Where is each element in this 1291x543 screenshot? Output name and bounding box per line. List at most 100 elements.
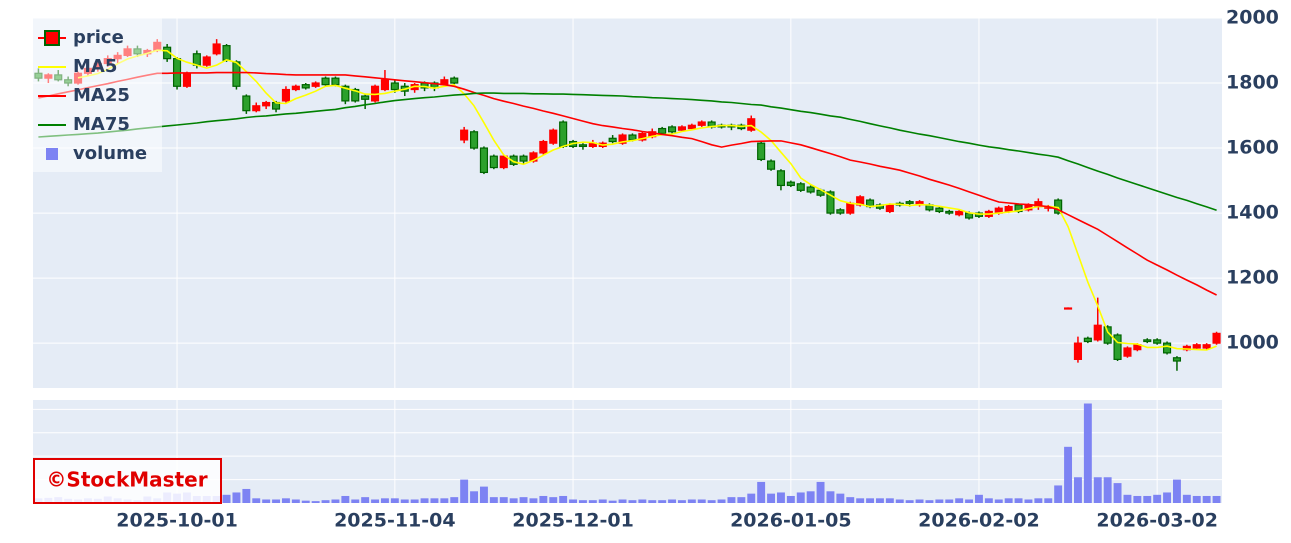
volume-bar	[806, 491, 815, 503]
volume-bar	[1143, 495, 1152, 503]
candle-body	[479, 147, 489, 174]
candle-body	[747, 118, 756, 131]
volume-bar	[509, 498, 518, 503]
volume-bar	[905, 500, 914, 503]
candle-body	[331, 77, 340, 86]
volume-bar	[915, 499, 924, 503]
volume-bar	[262, 499, 271, 503]
volume-bar	[598, 499, 607, 503]
candle-body	[608, 137, 617, 143]
volume-bar	[618, 499, 627, 503]
volume-bar	[866, 498, 875, 503]
volume-bar	[410, 499, 419, 503]
y-tick-label: 2000	[1226, 7, 1279, 29]
x-tick-label: 2026-02-02	[918, 510, 1040, 532]
volume-bar	[608, 500, 617, 503]
volume-bar	[1123, 494, 1132, 503]
volume-bar	[479, 486, 488, 503]
candle-body	[252, 105, 261, 112]
candle-body	[222, 45, 231, 61]
volume-bar	[529, 498, 538, 503]
y-tick-label: 1400	[1226, 202, 1279, 224]
volume-bar	[291, 499, 300, 503]
volume-bar	[925, 500, 934, 503]
volume-bar	[984, 498, 993, 503]
volume-bar	[321, 500, 330, 503]
volume-bar	[747, 493, 756, 503]
volume-bar	[430, 498, 439, 503]
volume-bar	[450, 497, 459, 503]
volume-bar	[994, 499, 1003, 503]
volume-bar	[1004, 498, 1013, 503]
volume-bar	[648, 500, 657, 503]
candle-body	[658, 127, 667, 135]
candle-body	[1202, 344, 1211, 349]
volume-bar	[1103, 477, 1112, 503]
candle-body	[1073, 342, 1083, 360]
candle-body	[549, 129, 558, 144]
volume-bar	[272, 499, 281, 503]
volume-bar	[1113, 483, 1122, 503]
volume-bar	[727, 497, 736, 503]
candle-body	[1093, 324, 1102, 341]
volume-bar	[786, 495, 795, 503]
volume-bar	[1163, 492, 1172, 503]
candle-body	[776, 170, 786, 187]
volume-bar	[776, 492, 785, 503]
volume-bar	[885, 498, 894, 503]
candle-body	[361, 95, 370, 100]
volume-bar	[1202, 495, 1211, 503]
candle-body	[489, 155, 498, 169]
volume-bar	[974, 494, 983, 503]
volume-bar	[1093, 477, 1102, 503]
candle-body	[885, 204, 894, 213]
x-tick-label: 2026-01-05	[730, 510, 852, 532]
price-panel	[33, 18, 1222, 388]
candle-body	[1153, 339, 1162, 344]
candle-body	[618, 134, 627, 144]
x-tick-label: 2026-03-02	[1096, 510, 1218, 532]
volume-bar	[380, 498, 389, 503]
volume-bar	[826, 491, 835, 503]
volume-bar	[578, 500, 587, 503]
candle-body	[1192, 344, 1201, 349]
legend-label: MA5	[73, 56, 117, 77]
candle-body	[846, 202, 855, 214]
candle-body	[786, 181, 795, 187]
volume-bar	[331, 499, 340, 503]
candle-body	[905, 201, 914, 204]
x-tick-label: 2025-11-04	[334, 510, 456, 532]
volume-bar	[757, 481, 766, 503]
volume-bar	[658, 500, 667, 503]
candle-body	[242, 95, 251, 112]
volume-bar	[1054, 485, 1063, 503]
volume-bar	[569, 499, 578, 503]
watermark: ©StockMaster	[46, 468, 207, 492]
candle-body	[499, 155, 508, 169]
volume-bar	[420, 498, 429, 503]
volume-bar	[470, 491, 479, 503]
candle-body	[1172, 357, 1182, 362]
volume-bar	[341, 495, 350, 503]
volume-bar	[1212, 495, 1221, 503]
candle-body	[766, 160, 776, 170]
volume-bar	[836, 493, 845, 503]
candle-body	[341, 85, 350, 102]
volume-bar	[935, 499, 944, 503]
candle-body	[1083, 337, 1092, 343]
volume-bar	[549, 497, 558, 503]
volume-bar	[351, 499, 360, 503]
candle-body	[628, 134, 637, 141]
volume-bar	[767, 493, 776, 503]
candle-body	[638, 132, 647, 141]
volume-bar	[539, 495, 548, 503]
legend-label: volume	[73, 143, 147, 164]
ma-line	[38, 71, 1217, 296]
candle-body	[291, 85, 300, 91]
watermark-box	[33, 458, 222, 504]
candle-body	[351, 88, 360, 102]
volume-bar	[955, 498, 964, 503]
candle-body	[192, 53, 201, 66]
